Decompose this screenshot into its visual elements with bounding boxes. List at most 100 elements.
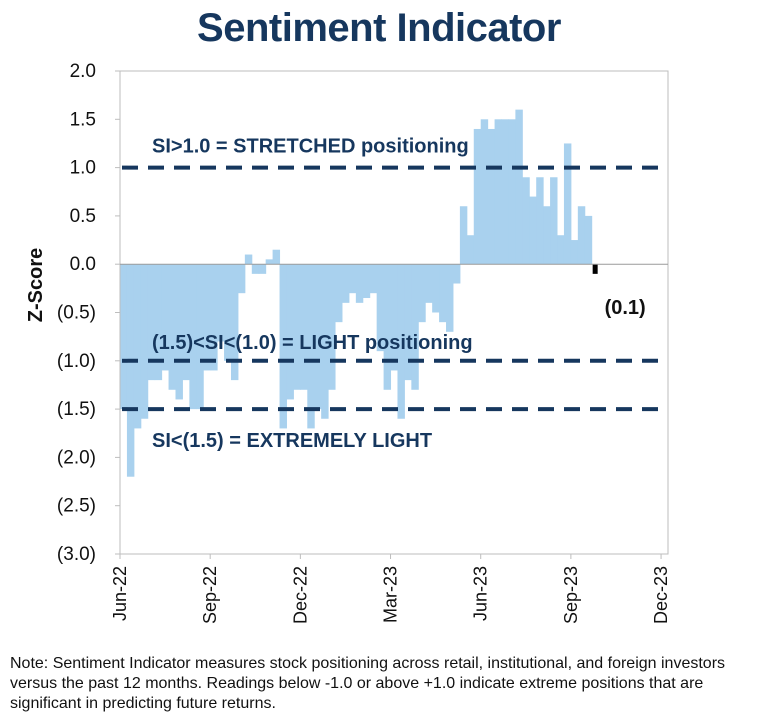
bar-13 [210,264,218,371]
x-tick-label: Jun-23 [471,566,491,621]
bar-62 [550,177,558,265]
bar-10 [189,264,197,410]
bar-66 [577,206,586,265]
bar-2 [133,264,142,429]
bar-45 [432,264,440,313]
bar-8 [175,264,183,400]
x-tick-label: Dec-22 [290,566,310,624]
y-tick-label: 1.0 [70,158,96,179]
bar-5 [154,264,163,381]
bar-15 [224,264,232,361]
bar-20 [258,264,267,274]
reference-line-label: SI<(1.5) = EXTREMELY LIGHT [152,430,432,452]
bar-50 [466,235,475,265]
bars-group [120,109,598,477]
bar-18 [244,254,253,265]
bar-48 [452,264,461,284]
bar-17 [237,264,246,294]
bar-24 [286,264,294,400]
bar-40 [397,264,405,419]
x-tick-label: Mar-23 [381,566,401,623]
bar-21 [265,259,274,265]
bar-16 [230,264,239,381]
y-tick-label: (1.5) [57,399,96,420]
bar-34 [355,264,364,303]
x-ticks-group: Jun-22 Sep-22 Dec-22 Mar-23 Jun-23 Sep-23 Dec-… [110,554,671,624]
bar-53 [487,128,496,265]
x-tick-label: Sep-23 [561,566,581,624]
bar-30 [328,264,336,390]
bar-46 [439,264,447,323]
bar-43 [418,264,426,323]
chart-title: Sentiment Indicator [197,6,561,50]
bar-64 [563,143,572,265]
bar-26 [300,264,308,390]
y-ticks-group: 2.0 1.5 1.0 0.5 0.0 (0.5) (1.0) (1.5) (2.0) (2.5)… [57,61,120,565]
last-value-callout: (0.1) [605,297,646,319]
reference-line-label: (1.5)<SI<(1.0) = LIGHT positioning [152,332,473,354]
bar-33 [348,264,357,294]
x-tick-label: Jun-22 [110,566,130,621]
bar-25 [293,264,301,390]
x-tick-label: Dec-23 [651,566,671,624]
bar-4 [147,264,156,381]
bar-27 [307,264,315,429]
y-tick-label: 0.0 [70,254,96,275]
bar-23 [279,264,287,429]
y-tick-label: 2.0 [70,61,96,82]
bar-49 [459,206,468,265]
footnote: Note: Sentiment Indicator measures stock… [10,655,726,712]
bar-12 [203,264,211,371]
bar-6 [161,264,170,371]
bar-63 [557,235,565,265]
y-tick-label: 1.5 [70,109,96,130]
bar-44 [425,264,433,303]
bar-31 [335,264,343,323]
bar-38 [383,264,392,390]
x-tick-label: Sep-22 [200,566,220,624]
bar-57 [515,109,523,265]
bar-67 [584,215,593,265]
bar-28 [314,264,322,410]
bar-51 [473,128,482,265]
bar-68 [592,264,598,274]
y-tick-label: (1.0) [57,351,96,372]
bar-60 [536,177,544,265]
reference-line-label: SI>1.0 = STRETCHED positioning [152,136,469,158]
sentiment-chart: 2.0 1.5 1.0 0.5 0.0 (0.5) (1.0) (1.5) (2.0) (2.5)… [25,61,671,624]
bar-36 [369,264,378,294]
bar-35 [362,264,371,299]
annotations-group: SI>1.0 = STRETCHED positioning (1.5)<SI<(… [152,136,473,453]
bar-14 [217,264,225,342]
bar-32 [341,264,350,303]
bar-56 [508,119,516,265]
y-tick-label: (2.0) [57,447,96,468]
bar-59 [529,196,537,265]
bar-41 [404,264,412,381]
y-tick-label: (0.5) [57,303,96,324]
bar-9 [182,264,190,381]
bar-3 [140,264,149,419]
bar-22 [272,249,281,265]
y-tick-label: (2.5) [57,496,96,517]
bar-0 [120,264,128,410]
bar-52 [480,119,489,265]
bar-7 [168,264,176,390]
bar-65 [570,240,579,265]
y-tick-label: 0.5 [70,206,96,227]
bar-19 [251,264,260,274]
y-axis-label: Z-Score [25,248,47,322]
bar-39 [390,264,398,371]
bar-29 [321,264,329,419]
bar-47 [446,264,454,332]
y-tick-label: (3.0) [57,544,96,565]
bar-42 [411,264,419,390]
bar-54 [494,119,503,265]
bar-1 [126,264,135,477]
bar-11 [196,264,204,410]
bar-58 [522,177,530,265]
bar-61 [543,206,551,265]
reference-lines-group [122,165,668,412]
bar-37 [376,264,385,352]
bar-55 [501,119,509,265]
